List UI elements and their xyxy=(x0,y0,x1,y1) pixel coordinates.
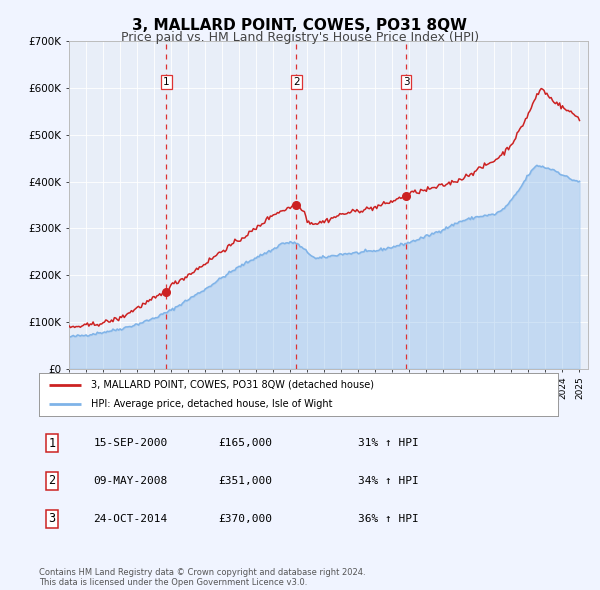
Text: 24-OCT-2014: 24-OCT-2014 xyxy=(94,514,168,523)
Text: 3: 3 xyxy=(403,77,409,87)
Text: 15-SEP-2000: 15-SEP-2000 xyxy=(94,438,168,448)
Text: £165,000: £165,000 xyxy=(218,438,272,448)
Text: 3, MALLARD POINT, COWES, PO31 8QW: 3, MALLARD POINT, COWES, PO31 8QW xyxy=(133,18,467,32)
Text: 36% ↑ HPI: 36% ↑ HPI xyxy=(358,514,419,523)
Text: 31% ↑ HPI: 31% ↑ HPI xyxy=(358,438,419,448)
Text: 3, MALLARD POINT, COWES, PO31 8QW (detached house): 3, MALLARD POINT, COWES, PO31 8QW (detac… xyxy=(91,380,374,390)
Text: 09-MAY-2008: 09-MAY-2008 xyxy=(94,476,168,486)
Text: 3: 3 xyxy=(49,512,56,525)
Text: 2: 2 xyxy=(293,77,299,87)
Text: 1: 1 xyxy=(163,77,169,87)
Text: Contains HM Land Registry data © Crown copyright and database right 2024.
This d: Contains HM Land Registry data © Crown c… xyxy=(39,568,365,587)
Text: 1: 1 xyxy=(49,437,56,450)
Text: 2: 2 xyxy=(49,474,56,487)
Text: HPI: Average price, detached house, Isle of Wight: HPI: Average price, detached house, Isle… xyxy=(91,399,332,409)
Text: 34% ↑ HPI: 34% ↑ HPI xyxy=(358,476,419,486)
Text: £351,000: £351,000 xyxy=(218,476,272,486)
Text: £370,000: £370,000 xyxy=(218,514,272,523)
Text: Price paid vs. HM Land Registry's House Price Index (HPI): Price paid vs. HM Land Registry's House … xyxy=(121,31,479,44)
